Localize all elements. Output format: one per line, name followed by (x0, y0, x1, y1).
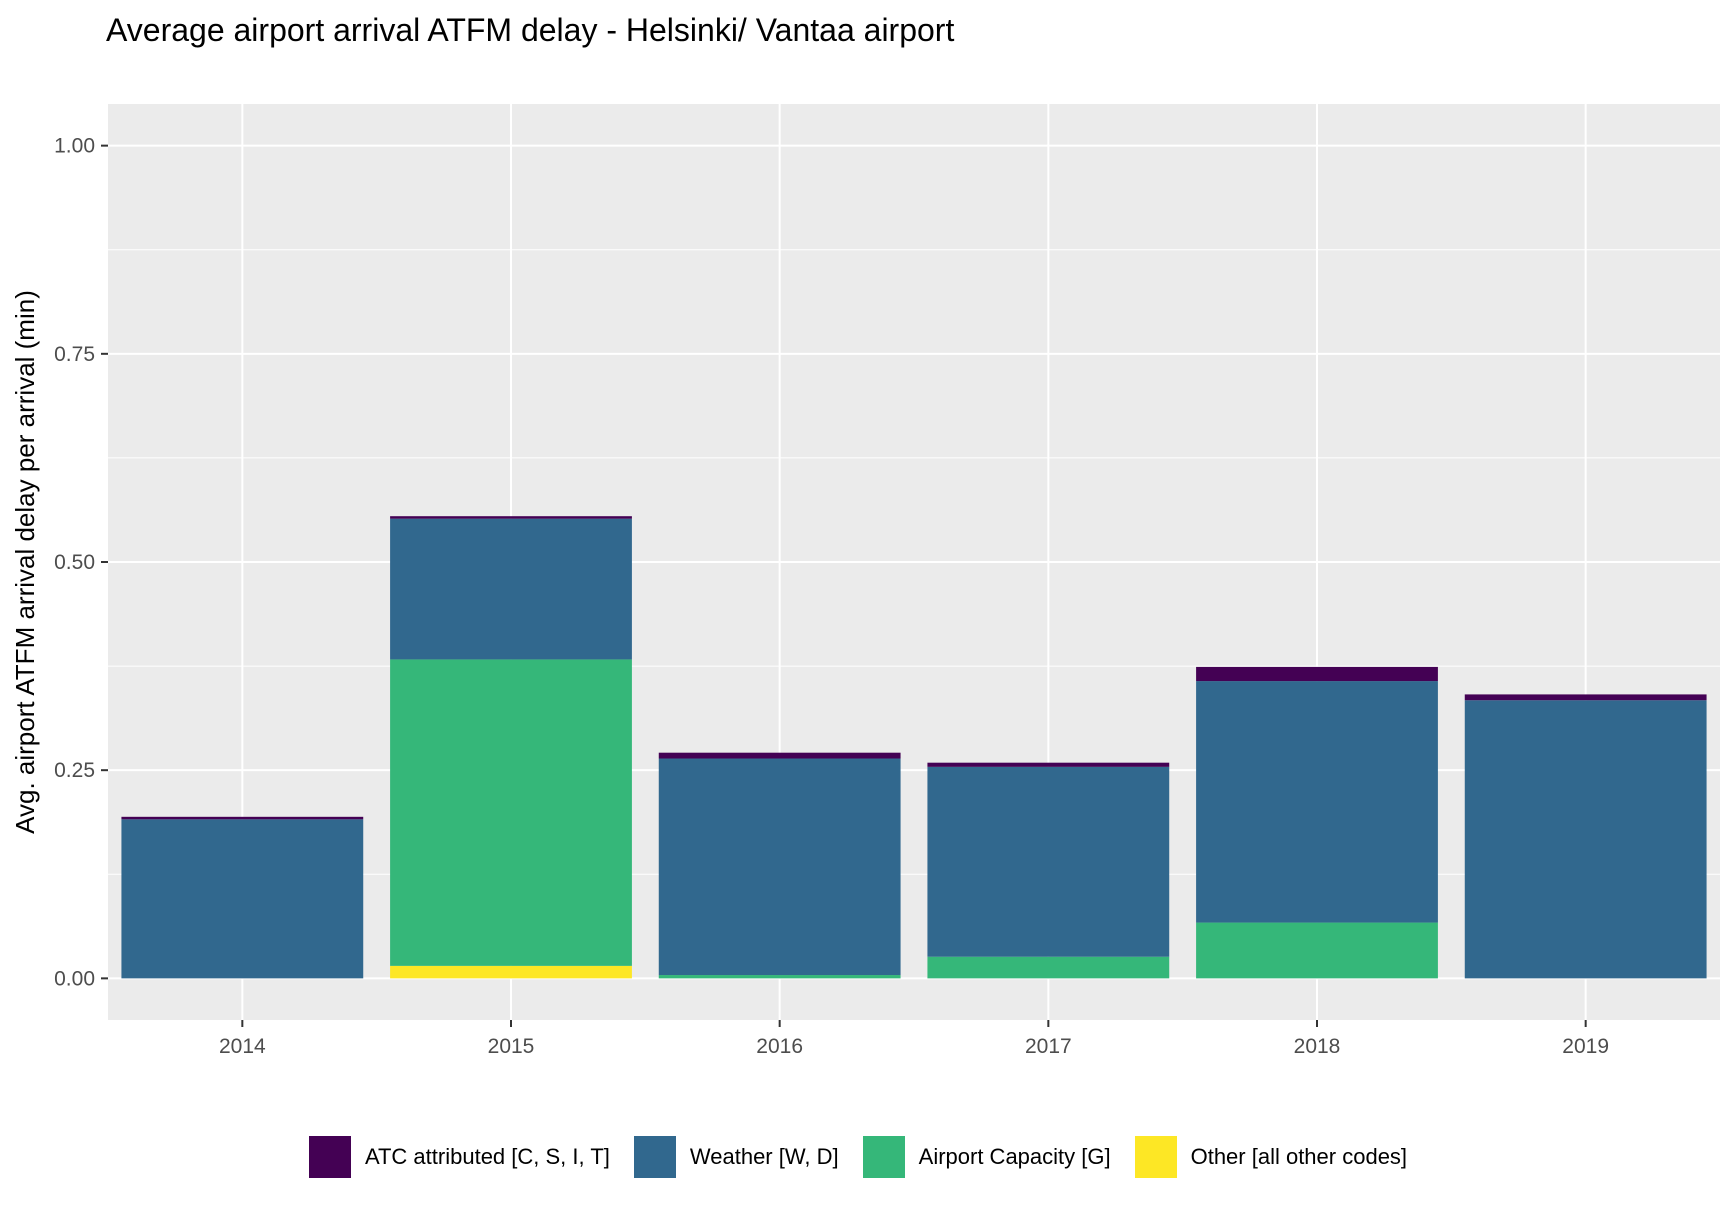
y-tick-label: 0.75 (54, 343, 95, 366)
legend-label: Weather [W, D] (689, 1144, 839, 1169)
bar-segment (658, 752, 901, 759)
minor-gridlines (108, 249, 1720, 875)
bar-segment (927, 956, 1170, 979)
legend-item: Airport Capacity [G] (862, 1136, 1123, 1178)
bar-segment (658, 758, 901, 976)
legend-key-swatch (633, 1136, 676, 1178)
legend-label: ATC attributed [C, S, I, T] (364, 1144, 610, 1169)
x-tick-label: 2017 (1025, 1035, 1072, 1058)
y-tick-label: 0.00 (54, 967, 95, 990)
bar-segment (927, 766, 1170, 957)
y-tick-label: 1.00 (54, 135, 95, 158)
y-axis: 0.00 0.25 0.50 0.75 1.00 (54, 135, 108, 990)
y-axis-label: Avg. airport ATFM arrival delay per arri… (10, 290, 40, 834)
legend-label: Airport Capacity [G] (918, 1144, 1111, 1169)
legend-key-swatch (308, 1136, 351, 1178)
chart-title: Average airport arrival ATFM delay - Hel… (106, 12, 955, 48)
legend-key-swatch (862, 1136, 905, 1178)
bar-segment (390, 965, 632, 979)
legend: ATC attributed [C, S, I, T] Weather [W, D… (0, 1133, 1728, 1181)
bar-segment (658, 975, 901, 979)
bar-segment (390, 659, 632, 966)
bar-segment (1196, 666, 1438, 682)
bar-segment (390, 518, 632, 660)
x-tick-label: 2019 (1562, 1035, 1609, 1058)
y-tick-label: 0.50 (54, 551, 95, 574)
chart-plot: 0.000.250.500.751.00 2014 2015 2016 2017 201… (10, 104, 1720, 1058)
y-tick-label: 0.25 (54, 759, 95, 782)
bar-segment (1464, 700, 1707, 979)
bar-segment (1464, 694, 1707, 701)
legend-key-swatch (1134, 1136, 1177, 1178)
legend-item: Other [all other codes] (1134, 1136, 1419, 1178)
bar-segment (927, 762, 1170, 767)
bar-segment (1196, 922, 1438, 979)
bar-segment (1196, 681, 1438, 923)
x-axis: 2014 2015 2016 2017 2018 2019 (219, 1020, 1609, 1058)
bar-segment (390, 516, 632, 519)
bars (121, 516, 1707, 979)
bar-segment (121, 816, 364, 820)
x-tick-label: 2014 (219, 1035, 266, 1058)
x-tick-label: 2015 (488, 1035, 535, 1058)
legend-label: Other [all other codes] (1190, 1144, 1408, 1169)
legend-item: ATC attributed [C, S, I, T] (308, 1136, 622, 1178)
x-tick-label: 2016 (756, 1035, 803, 1058)
x-tick-label: 2018 (1294, 1035, 1341, 1058)
legend-item: Weather [W, D] (633, 1136, 851, 1178)
bar-segment (121, 819, 364, 979)
